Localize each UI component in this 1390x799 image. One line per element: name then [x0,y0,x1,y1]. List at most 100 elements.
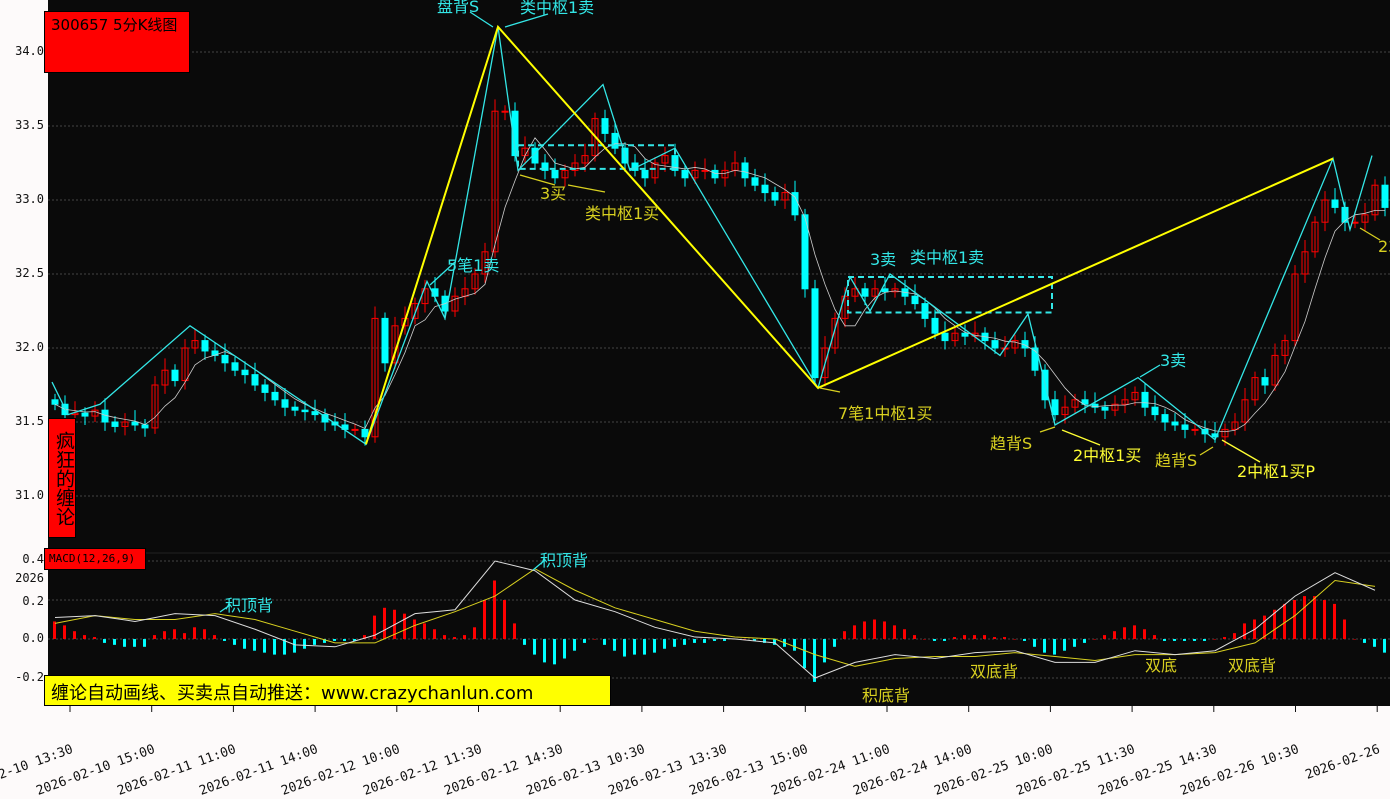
macd-bar [263,639,266,653]
macd-bar [1153,635,1156,639]
macd-annotation: 双底背 [970,662,1019,681]
y-tick: 32.0 [15,340,44,354]
candle-body [271,391,279,401]
macd-bar [823,639,826,663]
candle-body [281,399,289,408]
candle-body [241,369,249,376]
candle-body [931,317,939,334]
macd-bar [1123,627,1126,639]
candle-body [1151,406,1159,416]
macd-bar [1203,639,1206,641]
annotation: 7笔1中枢1买 [838,404,933,423]
macd-bar [1023,639,1026,641]
macd-bar [1303,596,1306,639]
candle-body [1231,421,1239,430]
annotation: 盘背S [437,0,480,16]
macd-bar [913,635,916,639]
macd-y-tick: -0.2 [15,670,44,684]
annotation: 3买 [540,184,567,203]
macd-bar [843,631,846,639]
candle-body [541,162,549,171]
macd-bar [1143,629,1146,639]
candle-body [861,288,869,297]
macd-bar [553,639,556,665]
macd-bar [1273,609,1276,639]
macd-annotation: 双底背 [1228,656,1277,675]
candle-body [121,421,129,427]
macd-annotation: 双底 [1145,656,1178,675]
macd-bar [983,635,986,639]
macd-bar [723,639,726,641]
macd-bar [303,639,306,649]
macd-bar [1003,637,1006,639]
macd-bar [943,639,946,641]
candle-body [591,118,599,157]
candle-body [1111,403,1119,411]
macd-bar [743,639,746,640]
candle-body [511,110,519,157]
macd-bar [1363,639,1366,643]
candle-body [871,288,879,297]
macd-bar [1283,603,1286,639]
chart-area [48,0,1390,706]
macd-bar [463,635,466,639]
macd-bar [343,639,346,641]
macd-bar [563,639,566,659]
candle-body [191,340,199,349]
macd-bar [83,635,86,639]
macd-bar [183,633,186,639]
macd-bar [933,639,936,641]
candle-body [1361,214,1369,223]
candle-body [111,421,119,427]
macd-bar [373,615,376,639]
candle-body [471,273,479,290]
chart-svg [48,11,1390,712]
candle-body [171,369,179,382]
candle-body [1241,399,1249,423]
macd-bar [433,629,436,639]
macd-bar [443,635,446,639]
candle-body [161,369,169,386]
candle-body [1011,340,1019,349]
annotation-arrow-icon [519,174,556,186]
macd-bar [793,639,796,651]
candle-body [1311,221,1319,253]
macd-bar [1133,625,1136,639]
macd-bar [133,639,136,647]
candle-body [811,288,819,379]
candle-body [151,384,159,429]
annotation-arrow-icon [1199,446,1214,456]
candle-body [261,384,269,393]
candle-body [831,317,839,349]
candle-body [1351,221,1359,224]
candle-body [371,317,379,438]
candle-body [1291,273,1299,342]
macd-bar [233,639,236,645]
macd-bar [673,639,676,647]
macd-bar [333,639,336,641]
macd-bar [143,639,146,647]
macd-bar [383,607,386,639]
macd-bar [903,629,906,639]
macd-bar [763,639,766,643]
macd-bar [243,639,246,649]
macd-bar [693,639,696,643]
macd-bar [63,625,66,639]
macd-bar [623,639,626,657]
y-tick: 33.5 [15,118,44,132]
annotation: 类中枢1卖 [520,0,595,17]
candle-body [721,169,729,179]
candle-body [201,340,209,352]
candle-body [131,421,139,426]
candle-body [251,374,259,386]
annotation: 2中枢1买P [1237,462,1316,481]
macd-bar [163,631,166,639]
macd-bar [253,639,256,651]
macd-bar [1383,639,1386,653]
candle-body [1171,421,1179,426]
candle-body [1191,428,1199,431]
macd-bar [1033,639,1036,647]
macd-bar [1313,596,1316,639]
macd-y-tick: 0.2 [22,594,44,608]
candle-body [691,169,699,179]
